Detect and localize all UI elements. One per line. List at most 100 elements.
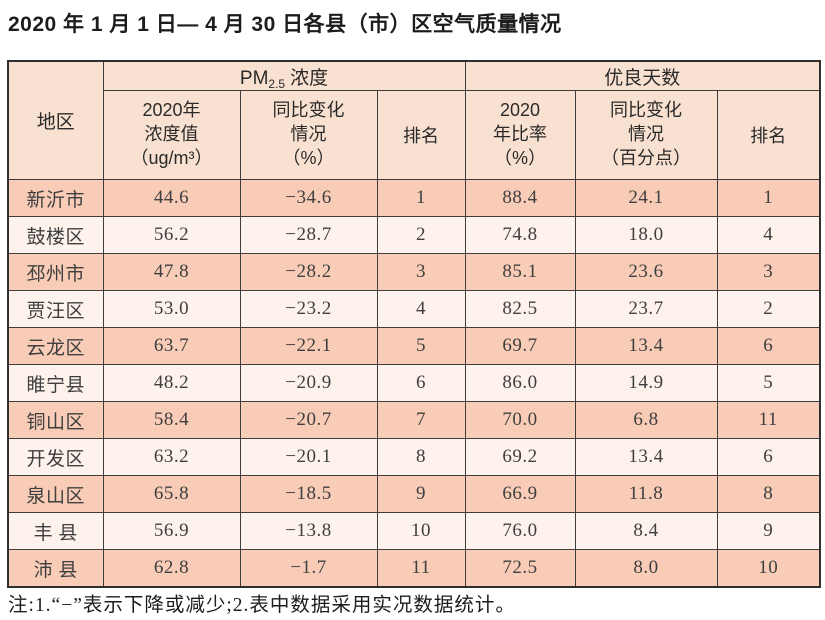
header-good-rate-label: 2020 年比率 （%） [493,100,547,168]
cell-good-rate: 69.7 [464,327,576,365]
cell-pm-change: −34.6 [239,179,378,217]
cell-pm-change: −23.2 [239,290,378,328]
cell-region: 丰 县 [7,512,104,550]
header-good-rank-label: 排名 [750,126,787,146]
header-good-days-group: 优良天数 [464,60,821,91]
cell-pm-rank: 4 [376,290,466,328]
cell-pm-change: −1.7 [239,549,378,588]
cell-good-rank: 1 [716,179,821,217]
header-pm-value: 2020年 浓度值 （ug/m³） [102,90,241,180]
cell-good-change: 23.7 [574,290,718,328]
header-sub-row: 2020年 浓度值 （ug/m³） 同比变化 情况 （%） 排名 2020 年比… [8,90,821,180]
table-row: 丰 县 56.9 −13.8 10 76.0 8.4 9 [7,512,821,550]
cell-pm-rank: 10 [376,512,466,550]
cell-pm-value: 56.9 [102,512,241,550]
header-good-rate: 2020 年比率 （%） [464,90,576,180]
table-row: 邳州市 47.8 −28.2 3 85.1 23.6 3 [7,253,821,291]
pm25-subscript: 2.5 [268,76,286,91]
cell-good-change: 11.8 [574,475,718,513]
footnote: 注:1.“−”表示下降或减少;2.表中数据采用实况数据统计。 [8,595,516,616]
cell-region: 睢宁县 [7,364,104,402]
cell-region: 鼓楼区 [7,216,104,254]
cell-region: 邳州市 [7,253,104,291]
cell-good-change: 8.4 [574,512,718,550]
cell-good-rank: 9 [716,512,821,550]
table-header: 地区 PM2.5 浓度 优良天数 2020年 浓度值 （ug/m³） 同比变化 情… [7,60,821,180]
cell-pm-rank: 8 [376,438,466,476]
header-pm-change-label: 同比变化 情况 （%） [272,100,345,168]
header-good-change-label: 同比变化 情况 （百分点） [601,100,691,168]
header-pm-rank: 排名 [376,90,466,180]
table-row: 云龙区 63.7 −22.1 5 69.7 13.4 6 [7,327,821,365]
cell-good-rank: 11 [716,401,821,439]
good-days-label: 优良天数 [604,67,681,89]
cell-good-change: 24.1 [574,179,718,217]
cell-pm-value: 62.8 [102,549,241,588]
cell-good-change: 6.8 [574,401,718,439]
cell-pm-change: −28.2 [239,253,378,291]
cell-good-rate: 86.0 [464,364,576,402]
pm25-label: PM2.5 浓度 [239,67,329,91]
cell-pm-value: 48.2 [102,364,241,402]
table-row: 铜山区 58.4 −20.7 7 70.0 6.8 11 [7,401,821,439]
cell-good-rank: 2 [716,290,821,328]
cell-pm-change: −13.8 [239,512,378,550]
cell-region: 铜山区 [7,401,104,439]
cell-good-rate: 85.1 [464,253,576,291]
cell-region: 新沂市 [7,179,104,217]
cell-region: 云龙区 [7,327,104,365]
cell-good-rate: 88.4 [464,179,576,217]
cell-region: 泉山区 [7,475,104,513]
cell-region: 贾汪区 [7,290,104,328]
cell-pm-value: 47.8 [102,253,241,291]
table-row: 开发区 63.2 −20.1 8 69.2 13.4 6 [7,438,821,476]
cell-good-rate: 76.0 [464,512,576,550]
cell-pm-value: 65.8 [102,475,241,513]
cell-good-rate: 82.5 [464,290,576,328]
cell-good-rank: 10 [716,549,821,588]
header-region: 地区 [7,60,104,180]
header-good-rank: 排名 [716,90,821,180]
header-pm-change: 同比变化 情况 （%） [239,90,378,180]
cell-pm-rank: 6 [376,364,466,402]
cell-good-change: 13.4 [574,327,718,365]
cell-good-rank: 8 [716,475,821,513]
page-title: 2020 年 1 月 1 日— 4 月 30 日各县（市）区空气质量情况 [8,13,562,36]
cell-pm-value: 56.2 [102,216,241,254]
cell-pm-rank: 5 [376,327,466,365]
cell-good-rank: 5 [716,364,821,402]
cell-good-change: 18.0 [574,216,718,254]
cell-good-rank: 3 [716,253,821,291]
cell-region: 开发区 [7,438,104,476]
cell-pm-change: −18.5 [239,475,378,513]
pm25-suffix: 浓度 [290,67,329,89]
cell-pm-rank: 2 [376,216,466,254]
air-quality-table: 地区 PM2.5 浓度 优良天数 2020年 浓度值 （ug/m³） 同比变化 情… [7,60,822,588]
header-pm25-group: PM2.5 浓度 [102,60,466,91]
header-region-label: 地区 [36,112,75,133]
cell-good-change: 23.6 [574,253,718,291]
header-group-row: 地区 PM2.5 浓度 优良天数 [7,60,821,180]
cell-pm-value: 63.2 [102,438,241,476]
header-pm-rank-label: 排名 [403,126,439,146]
table-row: 新沂市 44.6 −34.6 1 88.4 24.1 1 [7,179,821,217]
table-row: 沛 县 62.8 −1.7 11 72.5 8.0 10 [7,549,821,588]
cell-region: 沛 县 [7,549,104,588]
cell-pm-rank: 7 [376,401,466,439]
cell-pm-change: −20.7 [239,401,378,439]
cell-pm-change: −20.9 [239,364,378,402]
table-row: 贾汪区 53.0 −23.2 4 82.5 23.7 2 [7,290,821,328]
cell-good-rank: 6 [716,438,821,476]
cell-pm-rank: 9 [376,475,466,513]
header-pm-value-label: 2020年 浓度值 （ug/m³） [130,100,213,168]
cell-pm-change: −22.1 [239,327,378,365]
cell-good-change: 14.9 [574,364,718,402]
cell-good-rank: 6 [716,327,821,365]
cell-good-rank: 4 [716,216,821,254]
table-row: 泉山区 65.8 −18.5 9 66.9 11.8 8 [7,475,821,513]
pm25-prefix: PM [239,67,269,89]
table-row: 鼓楼区 56.2 −28.7 2 74.8 18.0 4 [7,216,821,254]
header-good-change: 同比变化 情况 （百分点） [574,90,718,180]
table-body: 新沂市 44.6 −34.6 1 88.4 24.1 1 鼓楼区 56.2 −2… [7,179,821,588]
